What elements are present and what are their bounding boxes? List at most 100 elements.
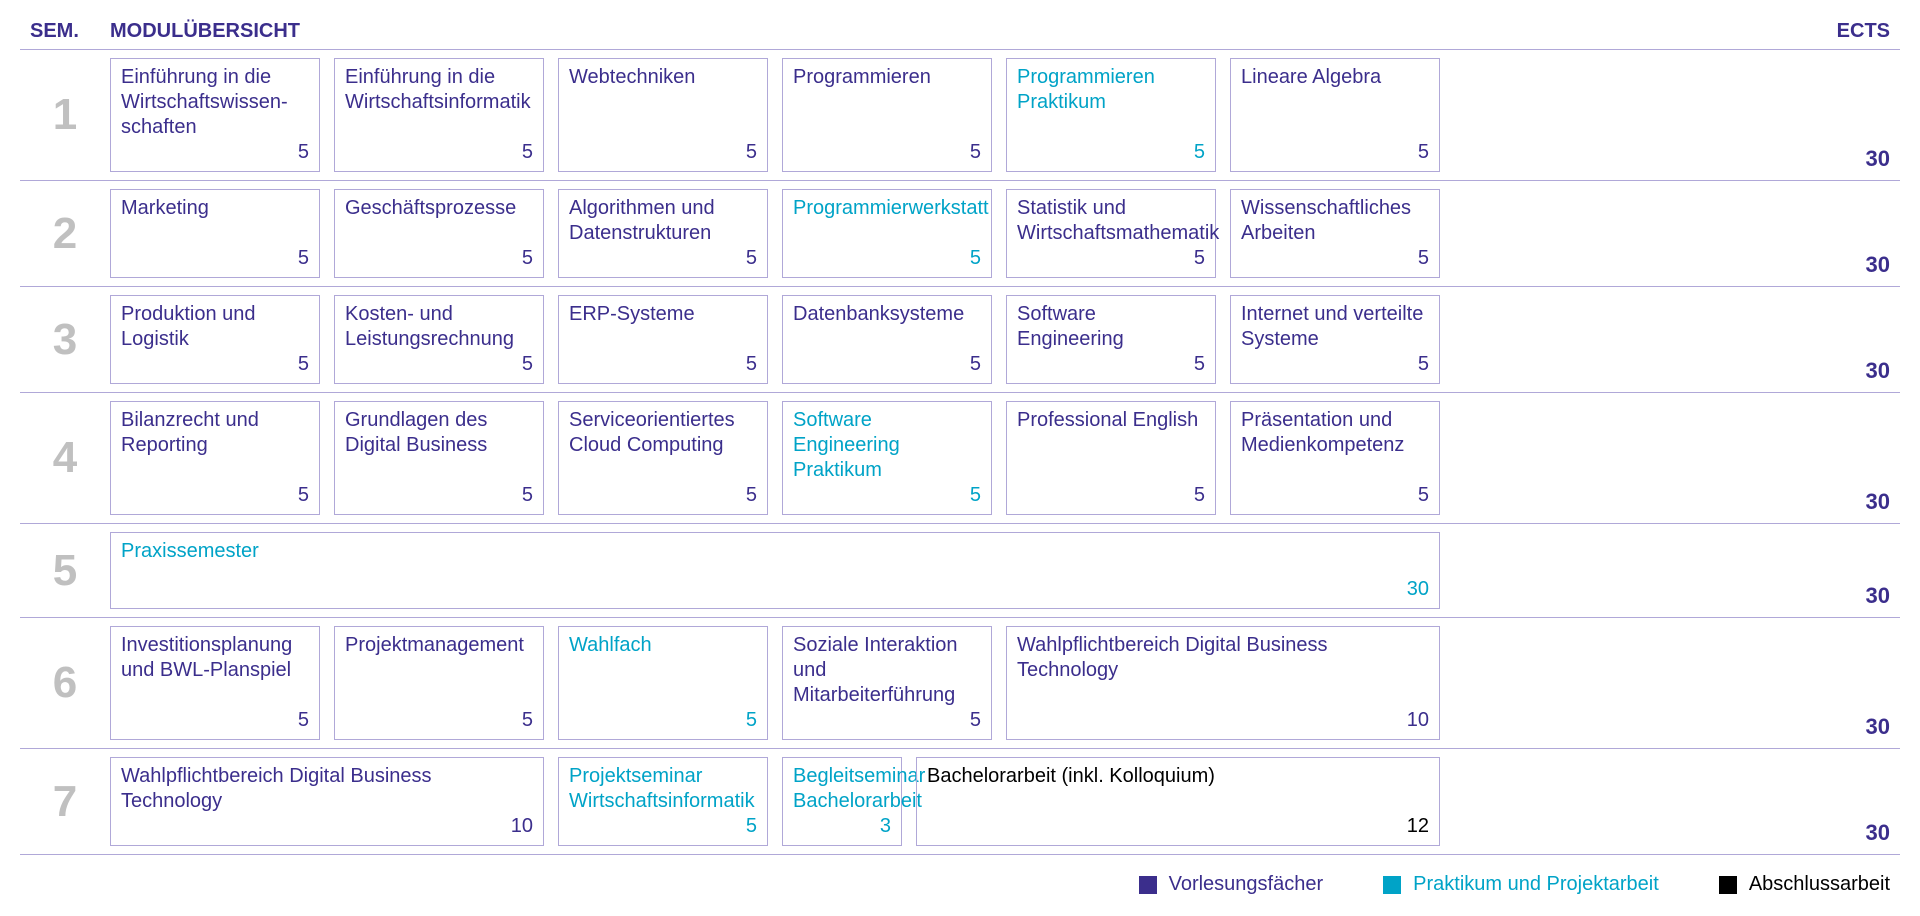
module-title: Internet und verteilte Systeme: [1241, 302, 1429, 352]
module-title: Bachelorarbeit (inkl. Kolloquium): [927, 764, 1429, 789]
module-box: Programmieren Praktikum5: [1006, 58, 1216, 172]
module-box: Investitionsplanung und BWL-Planspiel 5: [110, 626, 320, 740]
semester-ects: 30: [1810, 393, 1900, 523]
module-title: Praxissemester: [121, 539, 1429, 564]
module-box: Lineare Algebra 5: [1230, 58, 1440, 172]
header-title: MODULÜBERSICHT: [110, 20, 1810, 43]
module-title: Projektseminar Wirtschaftsinformatik: [569, 764, 757, 814]
module-title: Algorithmen und Datenstrukturen: [569, 196, 757, 246]
module-title: Einführung in die Wirtschaftswissen­scha…: [121, 65, 309, 140]
module-credits: 5: [746, 814, 757, 839]
semester-number: 5: [20, 524, 110, 617]
module-box: Datenbanksysteme5: [782, 295, 992, 384]
module-list: Wahlpflichtbereich Digital Business Tech…: [110, 749, 1810, 854]
module-box: Projektmanagement5: [334, 626, 544, 740]
module-title: Wahlfach: [569, 633, 757, 658]
module-title: Lineare Algebra: [1241, 65, 1429, 90]
module-credits: 5: [298, 352, 309, 377]
module-box: Software Engineering5: [1006, 295, 1216, 384]
module-list: Produktion und Logistik5Kosten- und Leis…: [110, 287, 1810, 392]
semester-number: 6: [20, 618, 110, 748]
module-box: Programmierwerkstatt5: [782, 189, 992, 278]
header-sem: SEM.: [20, 20, 110, 43]
module-title: Datenbanksysteme: [793, 302, 981, 327]
legend-item: Vorlesungsfächer: [1139, 873, 1324, 896]
module-box: Algorithmen und Datenstrukturen5: [558, 189, 768, 278]
module-title: Präsentation und Medienkompetenz: [1241, 408, 1429, 458]
module-box: Praxissemester30: [110, 532, 1440, 609]
module-title: Kosten- und Leistungsrechnung: [345, 302, 533, 352]
semester-ects: 30: [1810, 50, 1900, 180]
module-credits: 5: [522, 483, 533, 508]
semester-row: 1Einführung in die Wirtschaftswissen­sch…: [20, 49, 1900, 180]
module-title: Einführung in die Wirtschaftsinformatik: [345, 65, 533, 115]
semester-row: 5Praxissemester3030: [20, 523, 1900, 617]
module-title: Serviceorientiertes Cloud Computing: [569, 408, 757, 458]
semester-row: 6Investitionsplanung und BWL-Planspiel5P…: [20, 617, 1900, 748]
module-title: Soziale Interaktion und Mitarbeiterführu…: [793, 633, 981, 708]
module-box: Marketing5: [110, 189, 320, 278]
module-credits: 5: [522, 708, 533, 733]
module-credits: 5: [1418, 140, 1429, 165]
module-credits: 3: [880, 814, 891, 839]
semester-row: 7Wahlpflichtbereich Digital Business Tec…: [20, 748, 1900, 855]
module-credits: 5: [1194, 140, 1205, 165]
semester-row: 3Produktion und Logistik5Kosten- und Lei…: [20, 286, 1900, 392]
semester-number: 4: [20, 393, 110, 523]
module-box: Grundlagen des Digital Business5: [334, 401, 544, 515]
module-title: Investitionsplanung und BWL-Planspiel: [121, 633, 309, 683]
module-list: Marketing5Geschäftsprozesse5Algorithmen …: [110, 181, 1810, 286]
module-title: Statistik und Wirtschaftsmathematik: [1017, 196, 1205, 246]
module-box: Serviceorientiertes Cloud Computing 5: [558, 401, 768, 515]
legend: Vorlesungsfächer Praktikum und Projektarb…: [20, 855, 1900, 896]
module-list: Praxissemester30: [110, 524, 1810, 617]
module-title: Produktion und Logistik: [121, 302, 309, 352]
module-title: ERP-Systeme: [569, 302, 757, 327]
module-title: Wissenschaftliches Arbeiten: [1241, 196, 1429, 246]
module-title: Software Engineering Praktikum: [793, 408, 981, 483]
module-title: Marketing: [121, 196, 309, 221]
legend-label: Praktikum und Projektarbeit: [1413, 873, 1659, 896]
module-box: Professional English5: [1006, 401, 1216, 515]
module-box: Webtechniken5: [558, 58, 768, 172]
module-credits: 5: [298, 708, 309, 733]
module-credits: 5: [298, 140, 309, 165]
module-credits: 5: [746, 483, 757, 508]
module-box: Programmieren5: [782, 58, 992, 172]
curriculum-table: SEM. MODULÜBERSICHT ECTS 1Einführung in …: [20, 20, 1900, 896]
module-title: Bilanzrecht und Reporting: [121, 408, 309, 458]
semester-rows: 1Einführung in die Wirtschaftswissen­sch…: [20, 49, 1900, 855]
module-box: Produktion und Logistik5: [110, 295, 320, 384]
module-box: ERP-Systeme 5: [558, 295, 768, 384]
module-box: Bachelorarbeit (inkl. Kolloquium) 12: [916, 757, 1440, 846]
module-credits: 5: [522, 140, 533, 165]
module-box: Präsentation und Medienkompetenz5: [1230, 401, 1440, 515]
module-credits: 5: [298, 483, 309, 508]
module-credits: 5: [1194, 352, 1205, 377]
module-list: Bilanzrecht und Reporting5Grundlagen des…: [110, 393, 1810, 523]
module-title: Wahlpflichtbereich Digital Business Tech…: [121, 764, 533, 814]
module-credits: 5: [970, 708, 981, 733]
legend-label: Abschlussarbeit: [1749, 873, 1890, 896]
semester-number: 7: [20, 749, 110, 854]
module-title: Begleitseminar Bachelorarbeit: [793, 764, 891, 814]
semester-ects: 30: [1810, 287, 1900, 392]
module-credits: 5: [522, 352, 533, 377]
legend-swatch: [1383, 876, 1401, 894]
legend-item: Praktikum und Projektarbeit: [1383, 873, 1659, 896]
module-title: Professional English: [1017, 408, 1205, 433]
semester-row: 4Bilanzrecht und Reporting5Grundlagen de…: [20, 392, 1900, 523]
module-credits: 5: [746, 352, 757, 377]
module-box: Internet und verteilte Systeme5: [1230, 295, 1440, 384]
module-title: Software Engineering: [1017, 302, 1205, 352]
semester-ects: 30: [1810, 181, 1900, 286]
legend-swatch: [1139, 876, 1157, 894]
module-box: Wahlpflichtbereich Digital Business Tech…: [1006, 626, 1440, 740]
module-box: Soziale Interaktion und Mitarbeiterführu…: [782, 626, 992, 740]
module-credits: 12: [1407, 814, 1429, 839]
module-box: Einführung in die Wirtschaftswissen­scha…: [110, 58, 320, 172]
semester-number: 3: [20, 287, 110, 392]
module-credits: 5: [1418, 352, 1429, 377]
module-box: Einführung in die Wirtschaftsinformatik 5: [334, 58, 544, 172]
module-credits: 5: [746, 708, 757, 733]
